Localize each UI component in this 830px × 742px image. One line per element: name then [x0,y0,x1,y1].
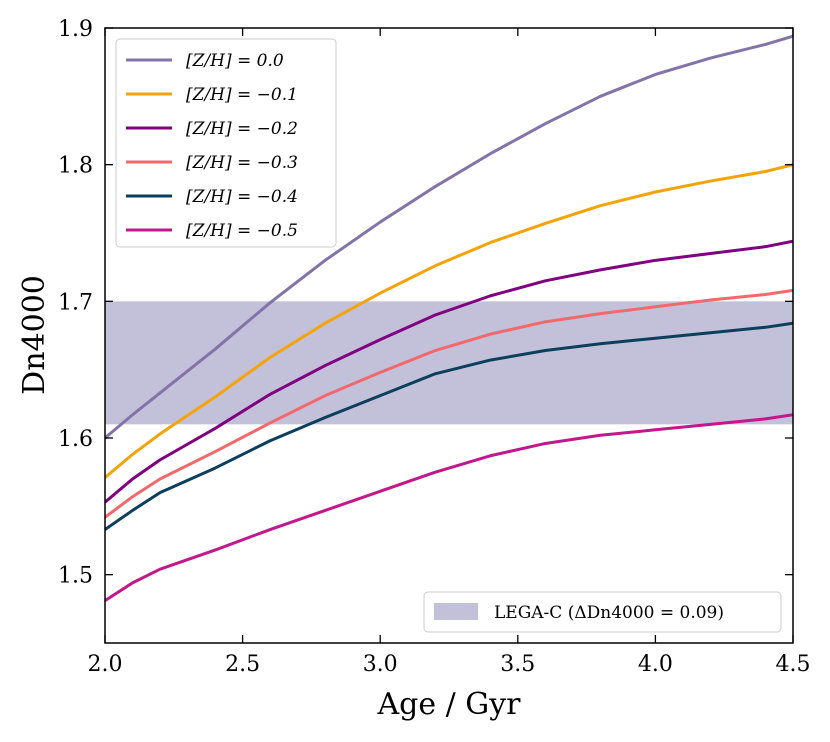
series-line-4 [105,321,793,531]
series-line-1 [105,163,793,479]
y-tick-label: 1.6 [58,427,93,452]
tick-layer: 2.0 2.5 3.0 3.5 4.0 4.5 1.5 1.6 1.7 1.8 1.9 [58,17,811,677]
x-tick-label: 3.5 [500,652,535,677]
lega-c-band [105,301,793,425]
band-legend-box [423,591,782,633]
band-legend-label: LEGA-C (ΔDn4000 = 0.09) [494,603,724,623]
legend-label-0: [Z/H] = 0.0 [186,51,284,71]
x-tick-label: 3.0 [363,652,398,677]
legend-label-5: [Z/H] = −0.5 [186,221,298,241]
legend-label-3: [Z/H] = −0.3 [186,153,298,173]
series-line-3 [105,288,793,519]
y-tick-label: 1.5 [58,564,93,589]
x-tick-label: 4.5 [776,652,811,677]
y-axis-label: Dn4000 [17,275,52,395]
y-tick-label: 1.7 [58,290,93,315]
series-layer [105,34,793,602]
x-tick-label: 4.0 [638,652,673,677]
series-line-2 [105,239,793,504]
plot-frame [104,27,794,644]
y-tick-label: 1.8 [58,154,93,179]
lega-c-band-layer [105,301,793,425]
band-legend: LEGA-C (ΔDn4000 = 0.09) [423,591,782,633]
legend-label-1: [Z/H] = −0.1 [186,85,298,105]
x-tick-label: 2.0 [88,652,123,677]
x-tick-label: 2.5 [225,652,260,677]
legend-label-4: [Z/H] = −0.4 [186,187,298,207]
series-line-0 [105,34,793,440]
x-axis-label: Age / Gyr [376,687,521,722]
y-tick-label: 1.9 [58,17,93,42]
series-line-5 [105,413,793,602]
series-legend: [Z/H] = 0.0 [Z/H] = −0.1 [Z/H] = −0.2 [Z/H]… [115,38,337,248]
band-legend-swatch [434,603,478,620]
legend-label-2: [Z/H] = −0.2 [186,119,298,139]
